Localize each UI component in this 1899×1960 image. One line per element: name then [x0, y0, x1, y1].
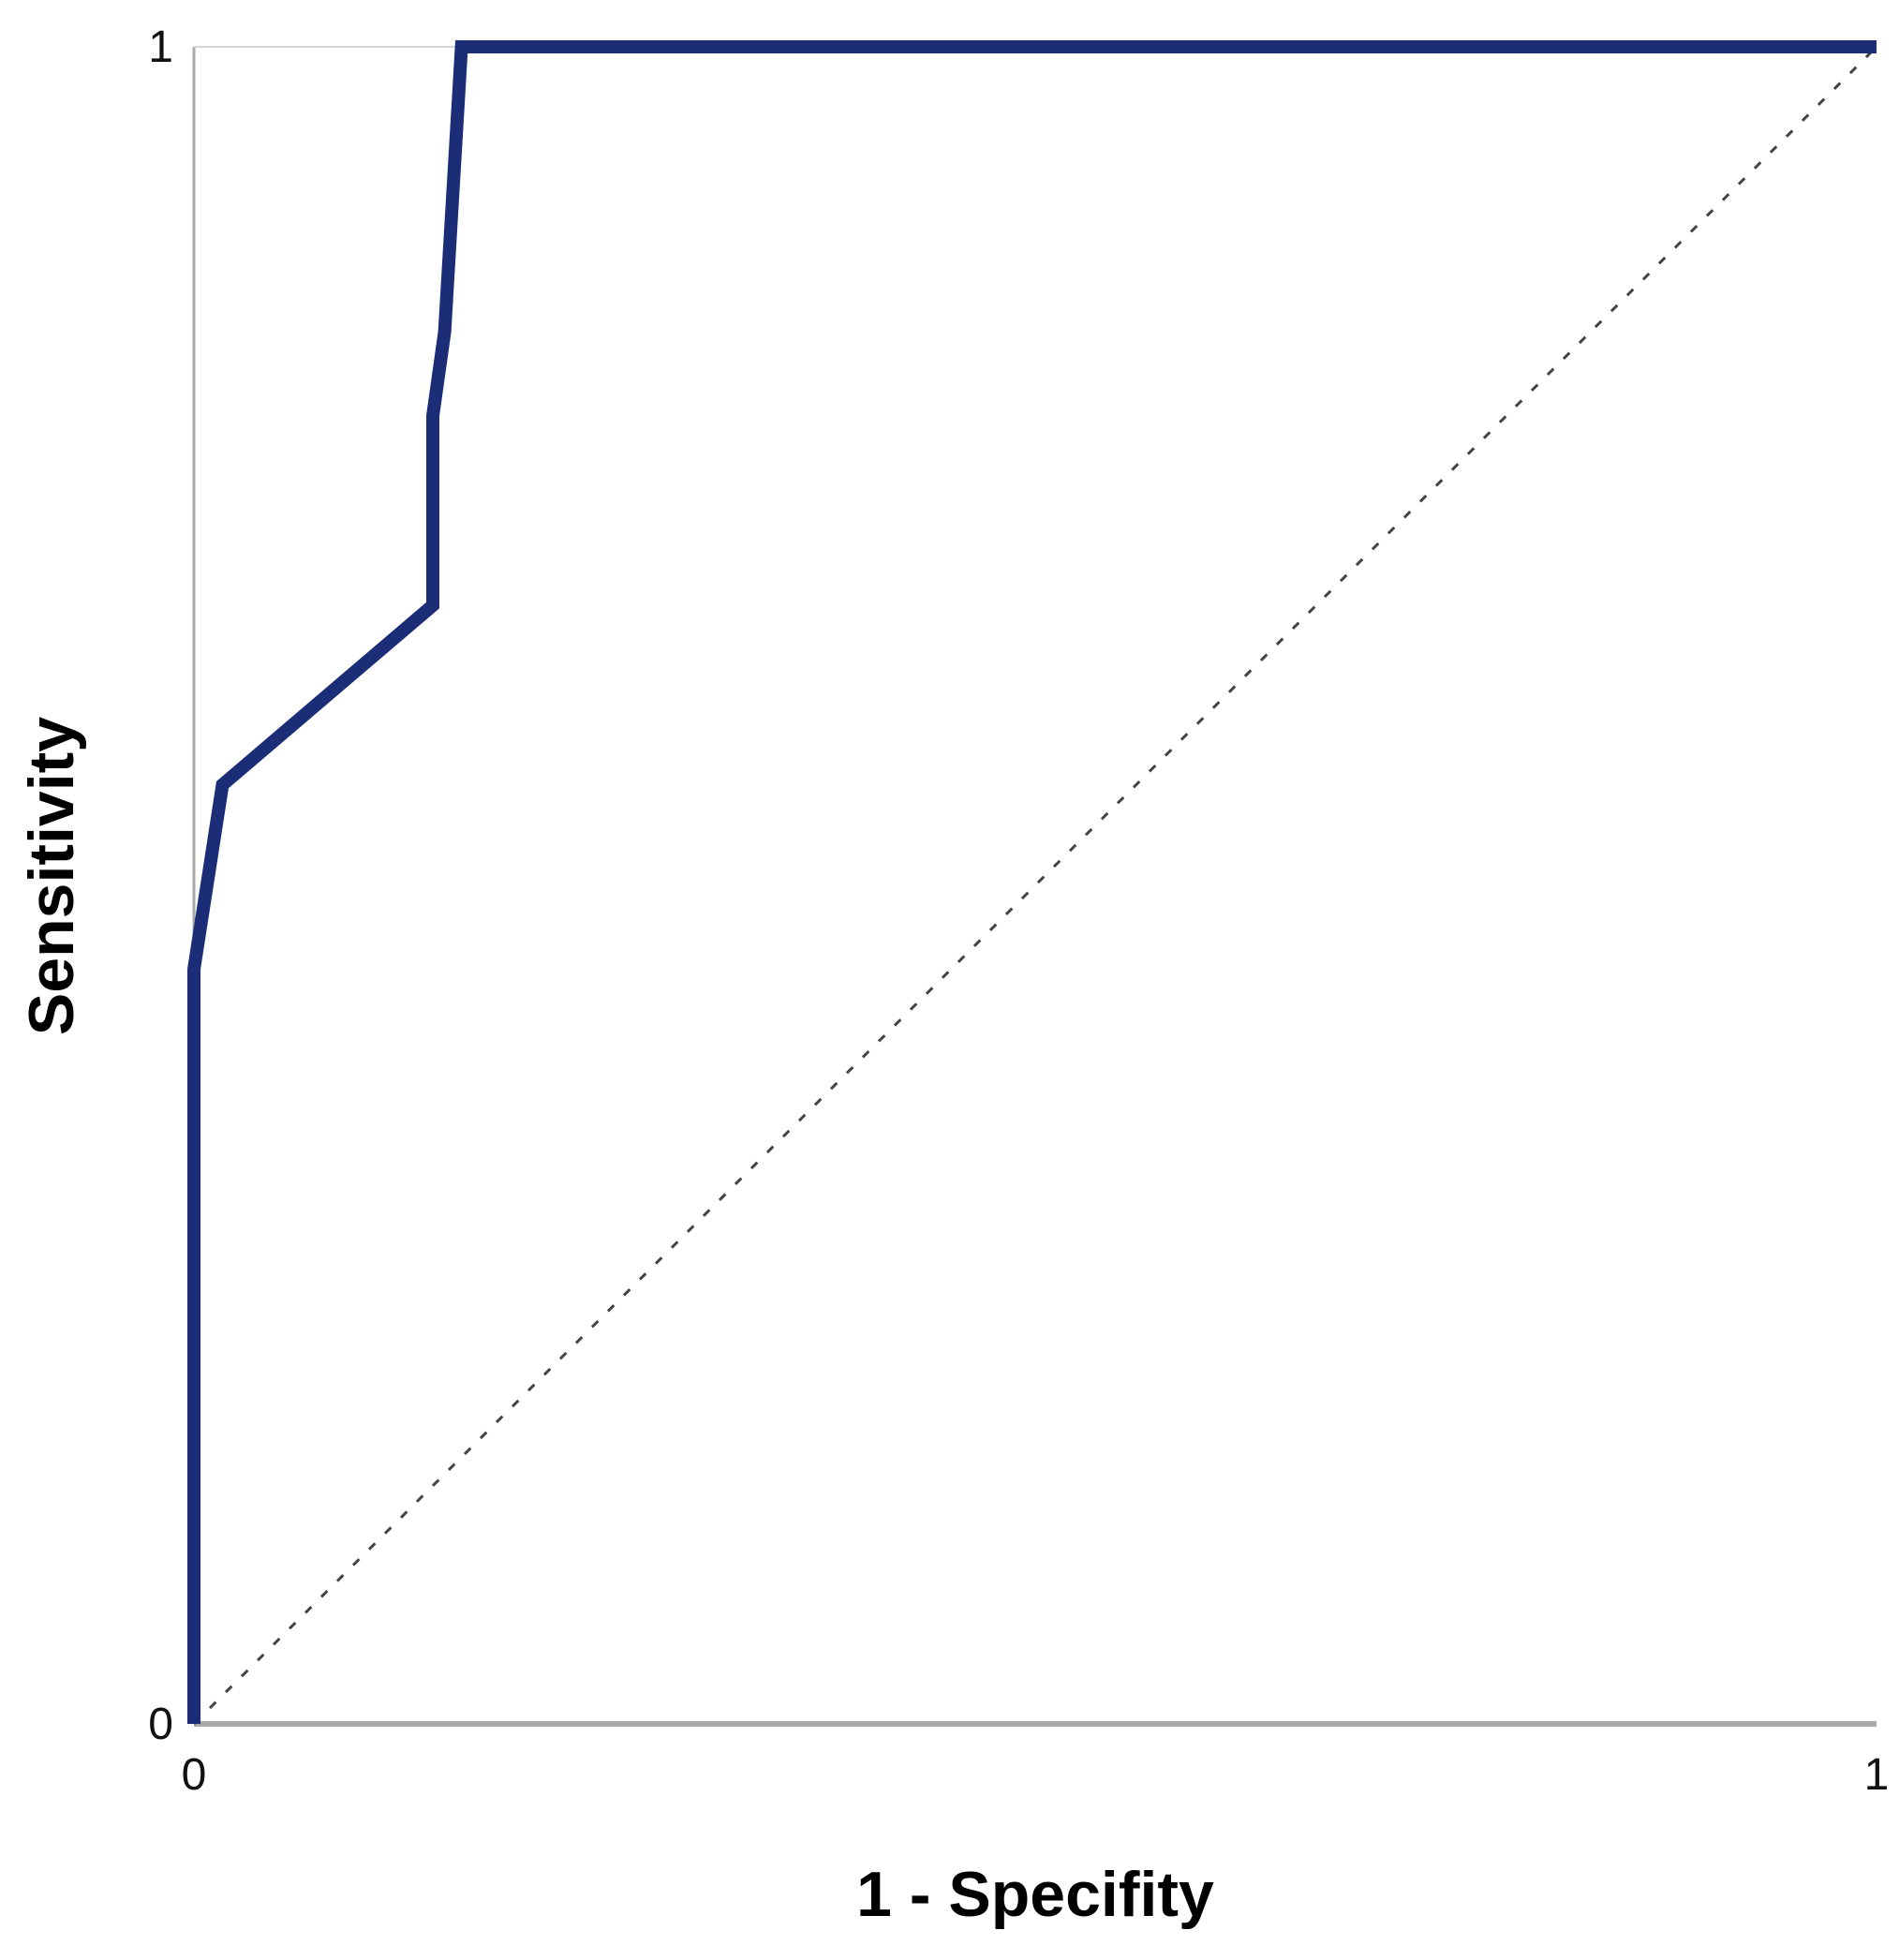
reference-diagonal-line	[192, 45, 1878, 1726]
x-tick-labels: 0 1	[182, 1750, 1890, 1800]
x-tick-label-1: 1	[1864, 1750, 1890, 1800]
roc-curve-line	[187, 40, 1877, 1724]
series-layer	[187, 40, 1878, 1726]
y-axis-title: Sensitivity	[16, 717, 87, 1035]
y-tick-labels: 0 1	[148, 22, 173, 1749]
y-tick-label-0: 0	[148, 1700, 173, 1749]
x-tick-label-0: 0	[182, 1750, 207, 1800]
y-tick-label-1: 1	[148, 22, 173, 72]
x-axis-title: 1 - Specifity	[856, 1859, 1214, 1930]
